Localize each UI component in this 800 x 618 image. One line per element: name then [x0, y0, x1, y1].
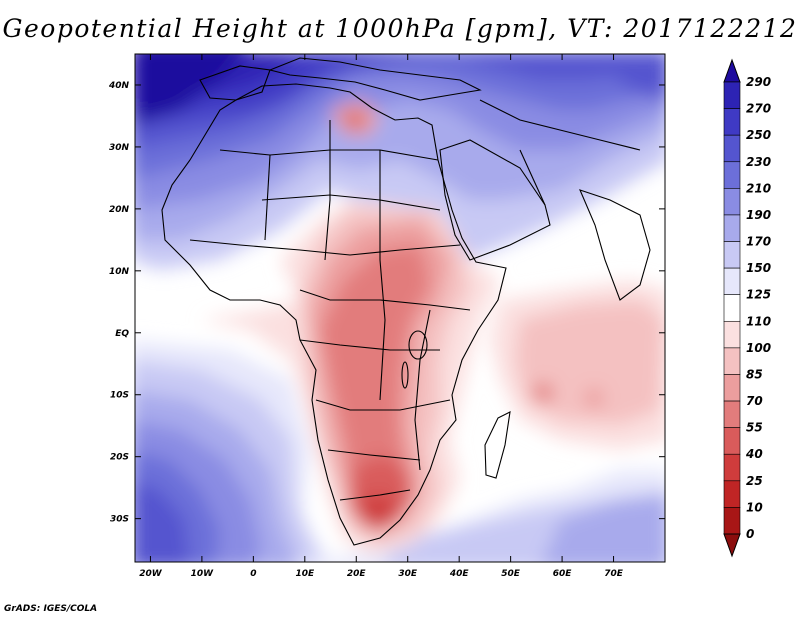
colorbar-level-label: 70 [746, 394, 763, 408]
colorbar: 2902702502302101901701501251101008570554… [723, 58, 771, 558]
colorbar-level-label: 150 [746, 261, 771, 275]
colorbar-level-label: 210 [746, 181, 771, 195]
y-tick-label: 10N [109, 267, 130, 277]
colorbar-swatch [723, 453, 741, 482]
coastlines [161, 57, 651, 546]
x-tick-label: 40E [449, 569, 470, 579]
colorbar-level-label: 25 [746, 474, 763, 488]
colorbar-level-label: 290 [746, 75, 771, 89]
colorbar-swatch [723, 214, 741, 242]
y-tick-label: EQ [115, 329, 129, 339]
x-tick-label: 20E [347, 569, 367, 579]
colorbar-level-label: 10 [746, 500, 763, 514]
x-tick-label: 60E [553, 569, 573, 579]
colorbar-level-label: 125 [746, 288, 771, 302]
colorbar-top-arrow [723, 58, 741, 83]
x-tick-label: 10W [191, 569, 215, 579]
credit-text: GrADS: IGES/COLA [4, 604, 98, 614]
colorbar-swatch [723, 241, 741, 269]
colorbar-swatch [723, 320, 741, 349]
colorbar-swatch [723, 480, 741, 508]
colorbar-swatch [723, 294, 741, 322]
colorbar-level-label: 170 [746, 235, 771, 249]
colorbar-swatch [723, 81, 741, 109]
colorbar-level-label: 100 [746, 341, 771, 355]
colorbar-level-label: 190 [746, 208, 771, 222]
x-tick-label: 50E [501, 569, 521, 579]
colorbar-swatch [723, 161, 741, 189]
map-title: Geopotential Height at 1000hPa [gpm], VT… [2, 14, 798, 43]
colorbar-level-label: 110 [746, 314, 771, 328]
colorbar-swatch [723, 400, 741, 428]
colorbar-level-label: 270 [746, 102, 771, 116]
x-tick-label: 0 [250, 569, 256, 579]
map-frame [134, 53, 666, 563]
colorbar-swatch [723, 267, 741, 296]
y-tick-label: 40N [108, 81, 130, 91]
colorbar-level-label: 0 [746, 527, 754, 541]
y-tick-label: 30N [109, 143, 130, 153]
x-tick-label: 70E [604, 569, 624, 579]
colorbar-swatch [723, 188, 741, 216]
y-tick-label: 30S [110, 515, 129, 525]
colorbar-level-label: 250 [746, 128, 771, 142]
x-tick-label: 30E [398, 569, 418, 579]
colorbar-swatch [723, 374, 741, 402]
x-tick-label: 20W [139, 569, 163, 579]
colorbar-level-label: 55 [746, 421, 763, 435]
colorbar-level-label: 40 [745, 447, 763, 461]
colorbar-swatch [723, 347, 741, 375]
colorbar-level-label: 230 [746, 155, 771, 169]
colorbar-swatch [723, 134, 741, 163]
y-tick-label: 10S [110, 391, 129, 401]
colorbar-swatch [723, 507, 741, 535]
y-tick-label: 20S [110, 453, 129, 463]
colorbar-bottom-arrow [723, 533, 741, 558]
colorbar-swatch [723, 108, 741, 136]
y-tick-label: 20N [109, 205, 130, 215]
x-tick-label: 10E [295, 569, 315, 579]
axis-ticks: 20W 10W 0 10E 20E 30E 40E 50E 60E 70E 40N 30N 20N 10N… [108, 54, 665, 579]
colorbar-level-label: 85 [746, 367, 763, 381]
colorbar-swatch [723, 427, 741, 455]
